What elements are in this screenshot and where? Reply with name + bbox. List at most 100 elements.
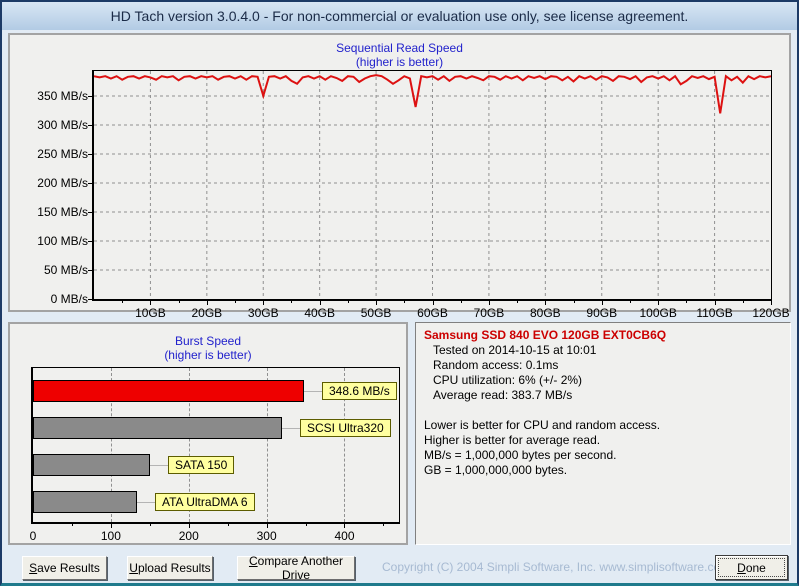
x-axis-label: 60GB [417, 306, 448, 320]
drive-name: Samsung SSD 840 EVO 120GB EXT0CB6Q [424, 328, 667, 342]
note-line: Lower is better for CPU and random acces… [424, 418, 661, 432]
copyright-text: Copyright (C) 2004 Simpli Software, Inc.… [382, 560, 731, 574]
y-axis-label: 300 MB/s [37, 117, 88, 132]
burst-x-tick [110, 524, 112, 528]
bar-connector [304, 391, 322, 392]
bar-label: SCSI Ultra320 [300, 419, 391, 437]
y-axis-label: 150 MB/s [37, 204, 88, 219]
burst-bar [33, 454, 150, 476]
window-title: HD Tach version 3.0.4.0 - For non-commer… [110, 8, 689, 24]
compare-another-drive-button[interactable]: Compare Another Drive [237, 554, 355, 582]
y-axis-label: 100 MB/s [37, 233, 88, 248]
title-bar: HD Tach version 3.0.4.0 - For non-commer… [2, 2, 797, 30]
x-tick [319, 301, 321, 305]
y-tick [88, 240, 92, 242]
upload-results-button[interactable]: Upload Results [127, 556, 213, 580]
burst-x-tick [188, 524, 190, 528]
y-tick [88, 269, 92, 271]
x-tick [601, 301, 603, 305]
upload-results-label: Upload Results [129, 561, 211, 575]
y-axis-label: 350 MB/s [37, 88, 88, 103]
burst-bar [33, 380, 304, 402]
test-results: Tested on 2014-10-15 at 10:01 Random acce… [424, 343, 782, 403]
burst-chart-subtitle: (higher is better) [164, 348, 252, 362]
burst-x-label: 100 [100, 529, 121, 543]
x-tick [432, 301, 434, 305]
burst-speed-plot: 348.6 MB/s SCSI Ultra320 SATA 150 ATA Ultra… [31, 367, 400, 524]
burst-speed-panel: Burst Speed (higher is better) 348.6 MB/… [8, 322, 408, 545]
burst-x-label: 400 [334, 529, 355, 543]
burst-x-label: 300 [256, 529, 277, 543]
burst-bar [33, 491, 137, 513]
x-axis-label: 10GB [135, 306, 166, 320]
x-tick [686, 301, 688, 303]
y-tick [88, 153, 92, 155]
done-label: Done [737, 560, 766, 575]
x-tick [742, 301, 744, 303]
x-tick [517, 301, 519, 303]
burst-bar [33, 417, 282, 439]
y-tick [88, 182, 92, 184]
y-axis-label: 50 MB/s [43, 262, 88, 277]
x-axis-label: 40GB [304, 306, 335, 320]
y-tick [88, 95, 92, 97]
info-notes: Lower is better for CPU and random acces… [424, 418, 782, 478]
done-button[interactable]: Done [715, 555, 788, 580]
save-results-button[interactable]: Save Results [22, 556, 107, 580]
x-tick [573, 301, 575, 303]
burst-gridline [110, 368, 112, 522]
x-axis-label: 20GB [191, 306, 223, 320]
x-axis-label: 80GB [529, 306, 561, 320]
sequential-read-panel: Sequential Read Speed (higher is better)… [8, 33, 791, 320]
test-result-line: Average read: 383.7 MB/s [433, 388, 573, 402]
sequential-read-svg [94, 71, 771, 299]
x-tick [263, 301, 265, 305]
x-axis-label: 110GB [696, 306, 733, 320]
x-tick [235, 301, 237, 303]
burst-x-tick [227, 524, 229, 526]
x-axis-label: 120GB [752, 306, 790, 320]
drive-info-panel: Samsung SSD 840 EVO 120GB EXT0CB6Q Teste… [415, 322, 791, 545]
x-axis-label: 50GB [360, 306, 392, 320]
x-tick [714, 301, 716, 305]
save-results-label: Save Results [29, 561, 100, 575]
sequential-chart-subtitle: (higher is better) [355, 55, 444, 69]
note-line: GB = 1,000,000,000 bytes. [424, 463, 568, 477]
burst-gridline [188, 368, 190, 522]
x-axis-label: 70GB [473, 306, 505, 320]
burst-x-label: 200 [178, 529, 199, 543]
burst-gridline [344, 368, 346, 522]
bar-label: ATA UltraDMA 6 [155, 493, 255, 511]
test-result-line: CPU utilization: 6% (+/- 2%) [433, 373, 583, 387]
burst-x-tick [149, 524, 151, 526]
x-tick [178, 301, 180, 303]
x-tick [206, 301, 208, 305]
y-axis-label: 200 MB/s [37, 175, 88, 190]
x-tick [376, 301, 378, 305]
bar-label: SATA 150 [168, 456, 235, 474]
burst-x-label: 0 [29, 529, 37, 543]
burst-x-tick [344, 524, 346, 528]
x-tick [150, 301, 152, 305]
burst-x-tick [71, 524, 73, 526]
compare-another-drive-label: Compare Another Drive [248, 554, 344, 582]
y-axis-label: 250 MB/s [37, 146, 88, 161]
x-tick [460, 301, 462, 303]
note-line: MB/s = 1,000,000 bytes per second. [424, 448, 617, 462]
test-result-line: Tested on 2014-10-15 at 10:01 [433, 343, 597, 357]
burst-x-tick [383, 524, 385, 526]
x-tick [347, 301, 349, 303]
x-axis-label: 90GB [586, 306, 618, 320]
sequential-chart-title: Sequential Read Speed [336, 41, 463, 55]
y-tick [88, 299, 92, 300]
bar-connector [282, 428, 300, 429]
y-tick [88, 211, 92, 213]
burst-x-tick [266, 524, 268, 528]
sequential-read-plot [92, 70, 772, 301]
x-axis-label: 100GB [639, 306, 677, 320]
x-tick [771, 301, 772, 305]
x-tick [488, 301, 490, 305]
bar-connector [137, 502, 155, 503]
burst-gridline [266, 368, 268, 522]
y-axis-label: 0 MB/s [50, 292, 88, 306]
